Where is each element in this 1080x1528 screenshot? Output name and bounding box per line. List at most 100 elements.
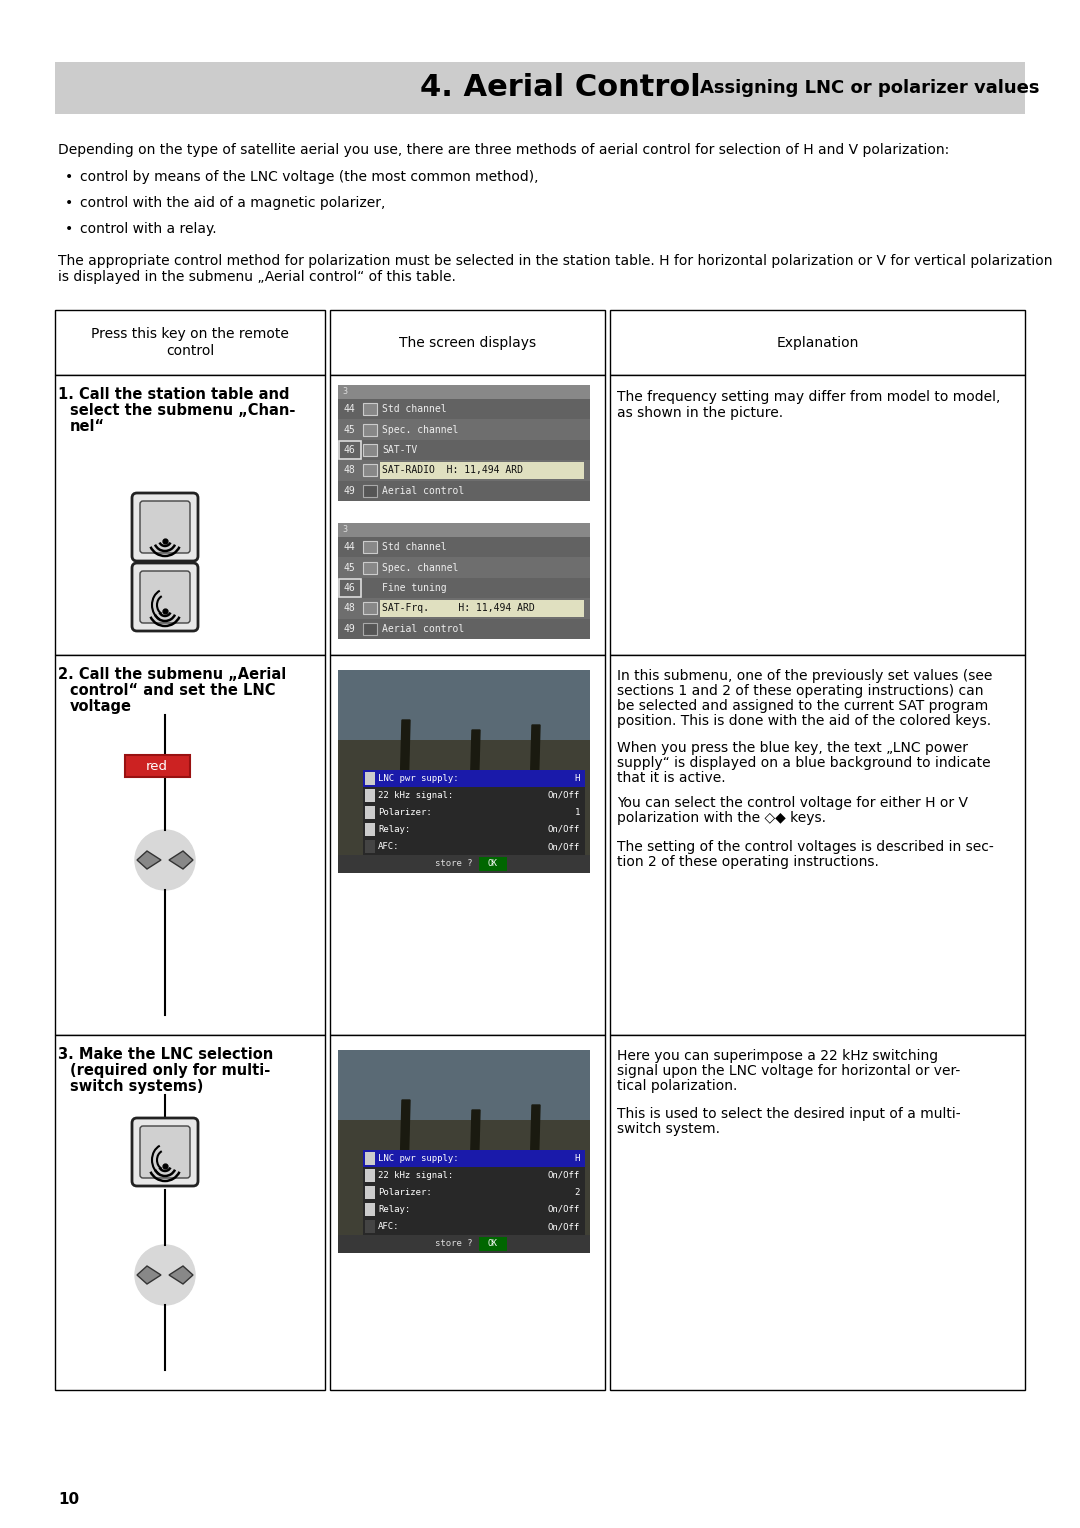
Text: red: red <box>146 759 168 773</box>
Bar <box>338 481 590 501</box>
Bar <box>339 579 361 597</box>
Bar <box>365 788 375 802</box>
Bar <box>363 562 377 573</box>
Text: 48: 48 <box>343 604 354 613</box>
Text: store ?: store ? <box>435 1239 473 1248</box>
Text: 22 kHz signal:: 22 kHz signal: <box>378 1170 454 1180</box>
Bar <box>365 805 375 819</box>
Bar <box>363 837 585 856</box>
Text: 3: 3 <box>342 526 347 535</box>
Text: 2. Call the submenu „Aerial: 2. Call the submenu „Aerial <box>58 668 286 681</box>
Bar <box>338 619 590 639</box>
Text: 2: 2 <box>575 1187 580 1196</box>
FancyBboxPatch shape <box>132 1118 198 1186</box>
Bar <box>338 440 590 460</box>
Text: Assigning LNC or polarizer values: Assigning LNC or polarizer values <box>700 79 1039 96</box>
Text: 1. Call the station table and: 1. Call the station table and <box>58 387 289 402</box>
Polygon shape <box>528 724 540 869</box>
Text: tical polarization.: tical polarization. <box>617 1079 738 1093</box>
Bar <box>363 465 377 477</box>
Bar <box>610 656 1025 1034</box>
Bar <box>338 1050 590 1120</box>
Bar <box>330 656 605 1034</box>
Text: Relay:: Relay: <box>378 825 410 834</box>
Text: 49: 49 <box>343 486 354 495</box>
Text: switch systems): switch systems) <box>70 1079 203 1094</box>
Bar <box>330 310 605 374</box>
Text: SAT-Frq.     H: 11,494 ARD: SAT-Frq. H: 11,494 ARD <box>382 604 535 613</box>
Polygon shape <box>468 730 480 869</box>
FancyBboxPatch shape <box>140 501 190 553</box>
Bar <box>338 1235 590 1253</box>
Bar <box>55 656 325 1034</box>
Text: 44: 44 <box>343 405 354 414</box>
Bar <box>363 1184 585 1201</box>
Text: 46: 46 <box>343 584 354 593</box>
Text: position. This is done with the aid of the colored keys.: position. This is done with the aid of t… <box>617 714 991 727</box>
Bar <box>610 374 1025 656</box>
Circle shape <box>135 1245 195 1305</box>
Bar <box>363 623 377 634</box>
Bar <box>363 1151 585 1167</box>
Text: Spec. channel: Spec. channel <box>382 425 458 434</box>
Bar <box>380 461 584 478</box>
Text: Press this key on the remote
control: Press this key on the remote control <box>91 327 289 358</box>
Text: store ?: store ? <box>435 859 473 868</box>
Text: On/Off: On/Off <box>548 1170 580 1180</box>
Bar <box>55 310 325 374</box>
Text: •: • <box>65 222 73 235</box>
Text: control with a relay.: control with a relay. <box>80 222 217 235</box>
Text: The setting of the control voltages is described in sec-: The setting of the control voltages is d… <box>617 840 994 854</box>
Text: You can select the control voltage for either H or V: You can select the control voltage for e… <box>617 796 968 810</box>
Polygon shape <box>168 1267 193 1284</box>
Bar <box>365 840 375 853</box>
Text: control by means of the LNC voltage (the most common method),: control by means of the LNC voltage (the… <box>80 170 539 183</box>
Text: control“ and set the LNC: control“ and set the LNC <box>70 683 275 698</box>
Text: Aerial control: Aerial control <box>382 623 464 634</box>
Bar <box>330 1034 605 1390</box>
Text: Polarizer:: Polarizer: <box>378 1187 432 1196</box>
Text: Explanation: Explanation <box>777 336 859 350</box>
Bar <box>365 1169 375 1183</box>
Text: switch system.: switch system. <box>617 1122 720 1135</box>
Text: This is used to select the desired input of a multi-: This is used to select the desired input… <box>617 1106 960 1122</box>
Text: (required only for multi-: (required only for multi- <box>70 1063 270 1077</box>
Text: LNC pwr supply:: LNC pwr supply: <box>378 775 459 782</box>
Text: signal upon the LNC voltage for horizontal or ver-: signal upon the LNC voltage for horizont… <box>617 1063 960 1077</box>
Text: 46: 46 <box>343 445 354 455</box>
Text: nel“: nel“ <box>70 419 105 434</box>
Text: SAT-TV: SAT-TV <box>382 445 417 455</box>
Bar <box>338 669 590 869</box>
Polygon shape <box>528 1105 540 1250</box>
Bar <box>338 523 590 536</box>
Text: polarization with the ◇◆ keys.: polarization with the ◇◆ keys. <box>617 811 826 825</box>
Text: LNC pwr supply:: LNC pwr supply: <box>378 1154 459 1163</box>
Text: OK: OK <box>488 1239 498 1248</box>
Bar <box>365 1219 375 1233</box>
Bar <box>363 445 377 455</box>
Text: Depending on the type of satellite aerial you use, there are three methods of ae: Depending on the type of satellite aeria… <box>58 144 949 157</box>
Bar <box>338 578 590 597</box>
Text: On/Off: On/Off <box>548 842 580 851</box>
Text: 1: 1 <box>575 808 580 817</box>
Bar <box>338 1050 590 1250</box>
Text: The appropriate control method for polarization must be selected in the station : The appropriate control method for polar… <box>58 254 1053 267</box>
Text: Fine tuning: Fine tuning <box>382 584 447 593</box>
Polygon shape <box>168 851 193 869</box>
Bar <box>338 419 590 440</box>
Text: On/Off: On/Off <box>548 1206 580 1215</box>
FancyBboxPatch shape <box>132 494 198 561</box>
Bar <box>610 1034 1025 1390</box>
Text: that it is active.: that it is active. <box>617 772 726 785</box>
Text: Spec. channel: Spec. channel <box>382 562 458 573</box>
Circle shape <box>135 830 195 889</box>
Text: voltage: voltage <box>70 698 132 714</box>
Bar <box>363 1201 585 1218</box>
Text: The screen displays: The screen displays <box>399 336 536 350</box>
Bar <box>363 1218 585 1235</box>
Text: 49: 49 <box>343 623 354 634</box>
Bar <box>330 374 605 656</box>
Text: 44: 44 <box>343 542 354 552</box>
Text: 45: 45 <box>343 562 354 573</box>
Bar <box>363 1167 585 1184</box>
